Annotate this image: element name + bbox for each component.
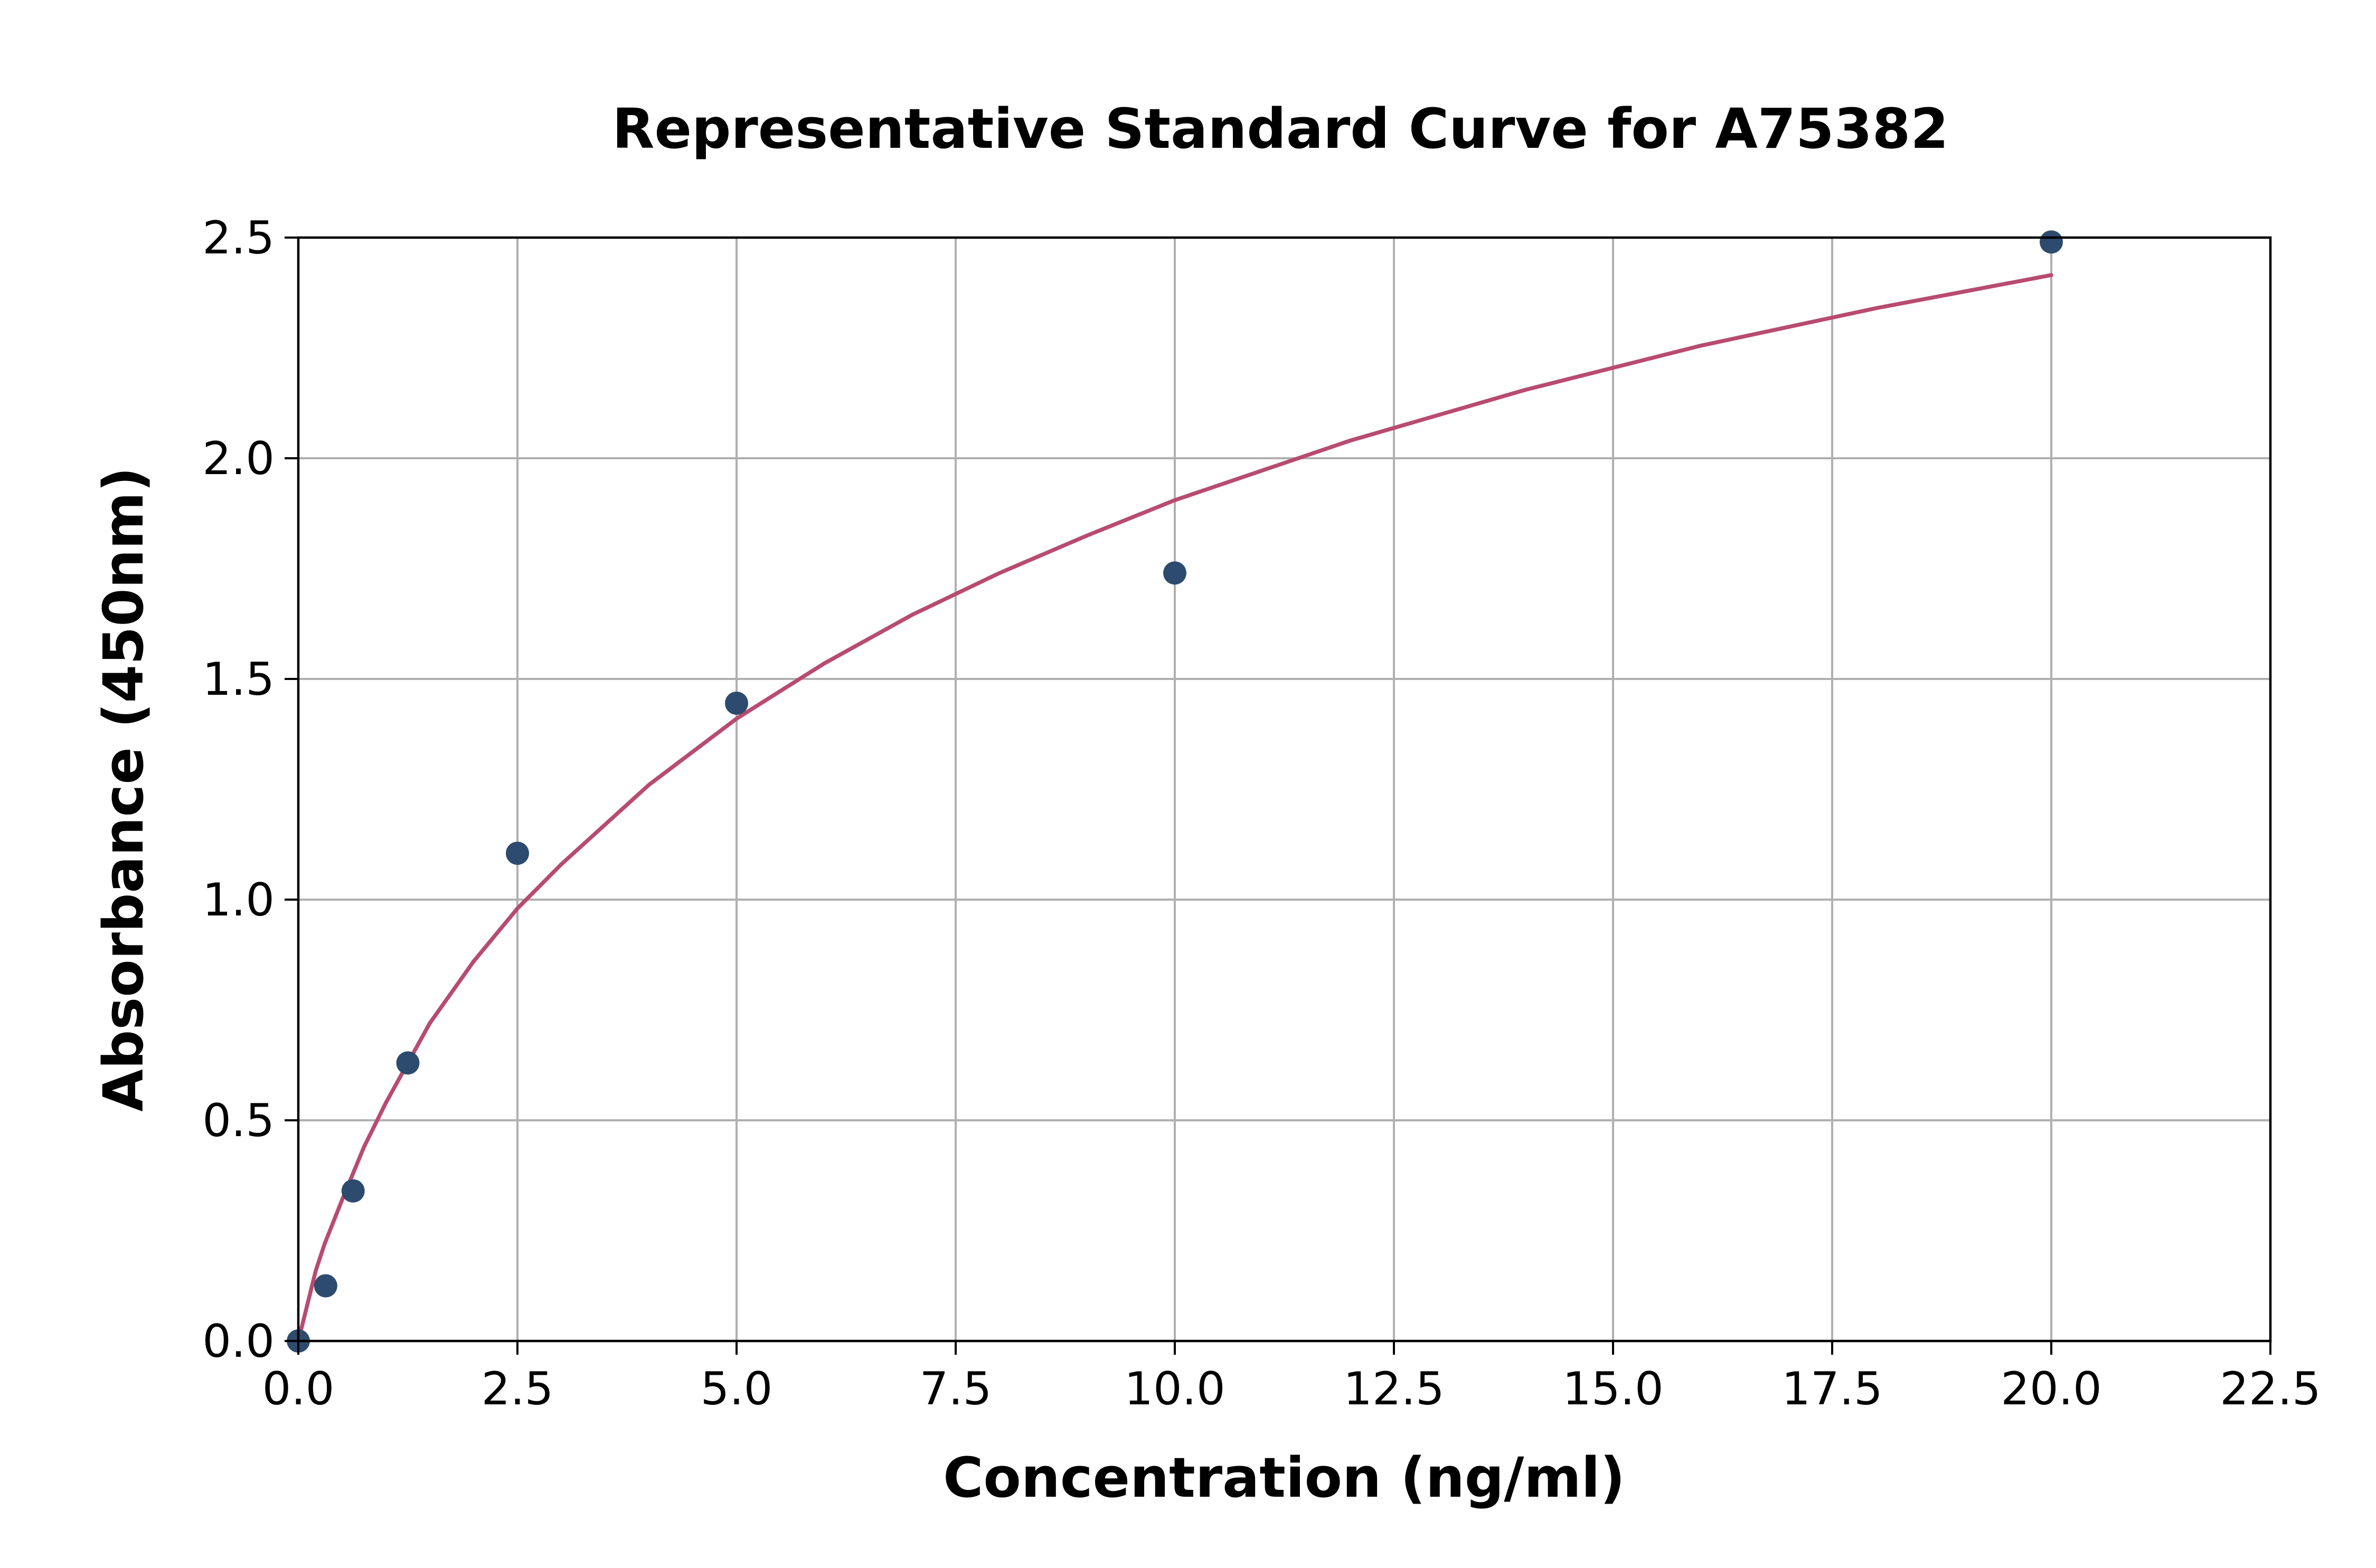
y-tick-label: 1.5 <box>202 653 275 706</box>
x-tick-label: 20.0 <box>2001 1363 2101 1415</box>
x-tick-label: 15.0 <box>1562 1363 1663 1415</box>
data-point <box>341 1179 365 1203</box>
y-tick-label: 0.5 <box>202 1094 275 1147</box>
ticks-layer <box>285 237 2271 1355</box>
y-tick-label: 2.0 <box>202 432 275 485</box>
x-tick-label: 12.5 <box>1343 1363 1444 1415</box>
fit-curve-layer <box>296 273 2053 1343</box>
plot-frame <box>297 236 2272 1343</box>
data-points-layer <box>287 230 2063 1353</box>
x-tick-label: 17.5 <box>1781 1363 1882 1415</box>
y-tick-labels: 0.0 0.5 1.0 1.5 2.0 2.5 <box>202 212 275 1368</box>
y-tick-label: 2.5 <box>202 212 275 265</box>
data-point <box>1163 561 1186 585</box>
x-tick-labels: 0.0 2.5 5.0 7.5 10.0 12.5 15.0 17.5 20.0 22.5 <box>262 1363 2321 1415</box>
y-tick-label: 0.0 <box>202 1315 275 1368</box>
x-tick-label: 5.0 <box>701 1363 773 1415</box>
fit-curve-line <box>296 273 2053 1343</box>
data-point <box>2040 230 2063 254</box>
data-point <box>396 1051 420 1075</box>
x-tick-label: 0.0 <box>262 1363 335 1415</box>
data-point <box>506 842 529 865</box>
x-axis-label: Concentration (ng/ml) <box>943 1446 1625 1510</box>
x-tick-label: 7.5 <box>920 1363 992 1415</box>
y-axis-label: Absorbance (450nm) <box>91 467 156 1111</box>
data-point <box>725 691 748 715</box>
y-tick-label: 1.0 <box>202 874 275 927</box>
data-point <box>314 1274 337 1298</box>
x-tick-label: 10.0 <box>1124 1363 1225 1415</box>
x-tick-label: 22.5 <box>2220 1363 2321 1415</box>
chart-title: Representative Standard Curve for A75382 <box>612 97 1948 161</box>
x-tick-label: 2.5 <box>482 1363 554 1415</box>
